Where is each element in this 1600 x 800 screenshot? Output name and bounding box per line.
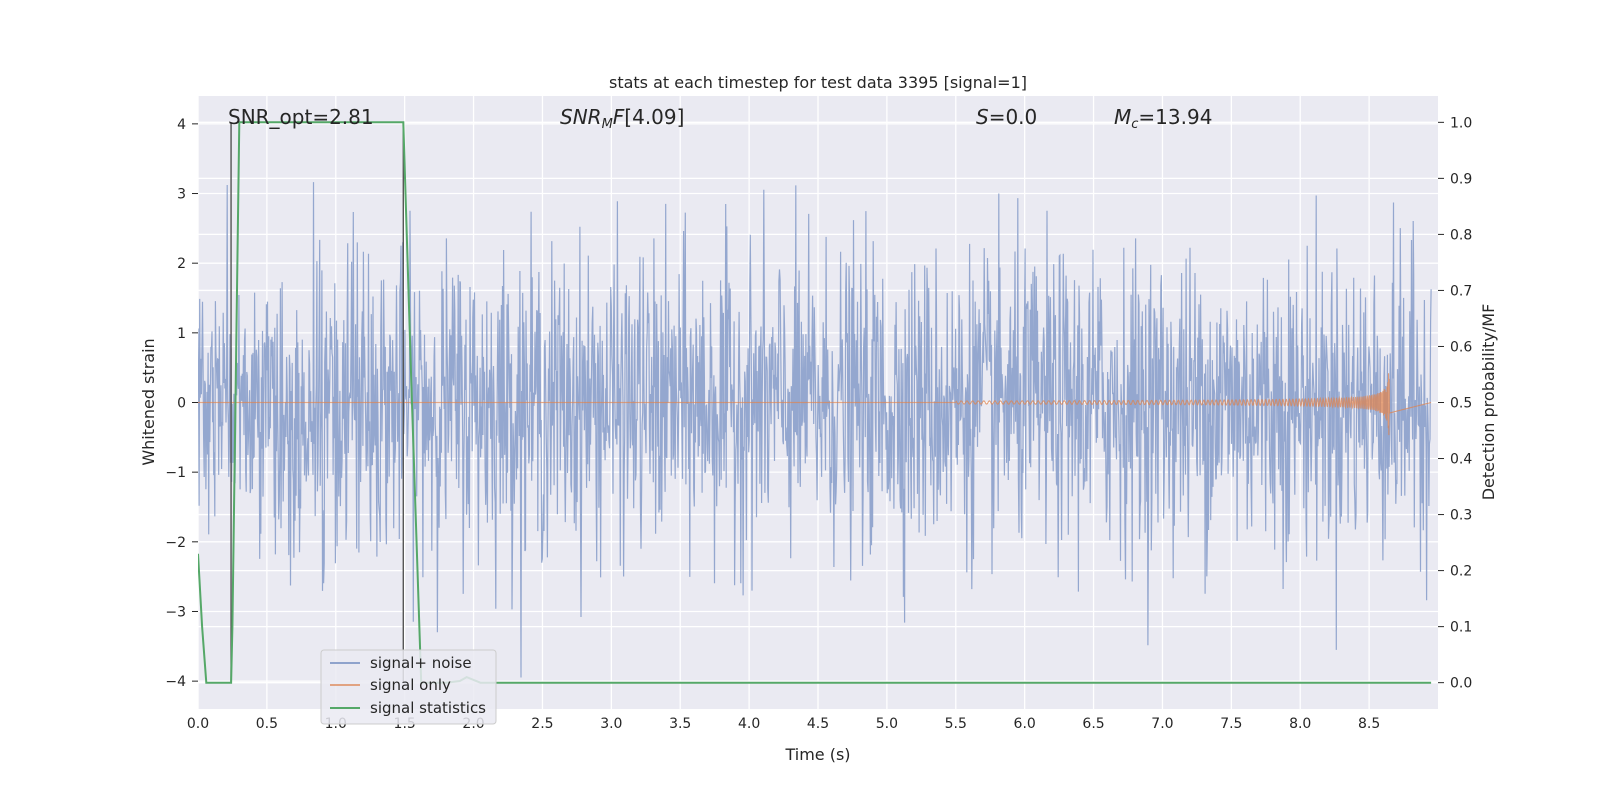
y-tick-label: −1 xyxy=(165,465,186,481)
y-tick-label: −4 xyxy=(165,674,186,690)
y2-tick-label: 0.7 xyxy=(1450,283,1472,299)
annotation-mc: Mc=13.94 xyxy=(1114,105,1212,132)
y2-tick-label: 0.6 xyxy=(1450,339,1472,355)
y-tick-label: 2 xyxy=(177,256,186,272)
x-tick-label: 7.0 xyxy=(1151,716,1173,732)
y-tick-label: 1 xyxy=(177,326,186,342)
annotation-s: S=0.0 xyxy=(976,105,1037,129)
annotation-snr-opt: SNR_opt=2.81 xyxy=(228,105,374,129)
x-tick-label: 8.5 xyxy=(1358,716,1380,732)
y-tick-label: 4 xyxy=(177,117,186,133)
x-tick-label: 6.0 xyxy=(1014,716,1036,732)
annotation-snr-mf-value: [4.09] xyxy=(624,105,684,129)
y2-tick-label: 0.1 xyxy=(1450,620,1472,636)
annotation-snr-mf: SNRMF[4.09] xyxy=(560,105,684,132)
y2-tick-label: 0.4 xyxy=(1450,452,1472,468)
legend-label-signal-only: signal only xyxy=(370,676,451,694)
y2-tick-label: 0.8 xyxy=(1450,227,1472,243)
y2-tick-label: 0.5 xyxy=(1450,396,1472,412)
x-tick-label: 3.0 xyxy=(600,716,622,732)
legend-box xyxy=(320,649,497,725)
legend: signal+ noise signal only signal statist… xyxy=(320,649,497,725)
x-tick-label: 3.5 xyxy=(669,716,691,732)
x-tick-label: 6.5 xyxy=(1082,716,1104,732)
y-tick-label: −2 xyxy=(165,535,186,551)
signal-only-line xyxy=(955,373,1432,436)
chart-title: stats at each timestep for test data 339… xyxy=(609,73,1027,92)
x-tick-label: 0.5 xyxy=(256,716,278,732)
x-tick-label: 8.0 xyxy=(1289,716,1311,732)
y-tick-label: 3 xyxy=(177,187,186,203)
y2-tick-label: 1.0 xyxy=(1450,115,1472,131)
y2-tick-label: 0.3 xyxy=(1450,508,1472,524)
legend-label-signal-statistics: signal statistics xyxy=(370,699,486,717)
y-axis-label: Whitened strain xyxy=(139,338,158,465)
x-tick-label: 4.0 xyxy=(738,716,760,732)
x-tick-label: 5.5 xyxy=(945,716,967,732)
x-tick-label: 7.5 xyxy=(1220,716,1242,732)
y-tick-label: −3 xyxy=(165,604,186,620)
annotation-mc-value: =13.94 xyxy=(1138,105,1212,129)
x-tick-label: 0.0 xyxy=(187,716,209,732)
y-tick-label: 0 xyxy=(177,396,186,412)
y2-axis-label: Detection probability/MF xyxy=(1479,304,1498,501)
annotation-s-value: =0.0 xyxy=(989,105,1038,129)
x-tick-label: 2.5 xyxy=(531,716,553,732)
y2-tick-label: 0.2 xyxy=(1450,564,1472,580)
y2-tick-label: 0.9 xyxy=(1450,171,1472,187)
y2-tick-label: 0.0 xyxy=(1450,676,1472,692)
x-axis-label: Time (s) xyxy=(784,745,850,764)
legend-label-signal-noise: signal+ noise xyxy=(370,654,472,672)
x-tick-label: 5.0 xyxy=(876,716,898,732)
x-tick-label: 4.5 xyxy=(807,716,829,732)
